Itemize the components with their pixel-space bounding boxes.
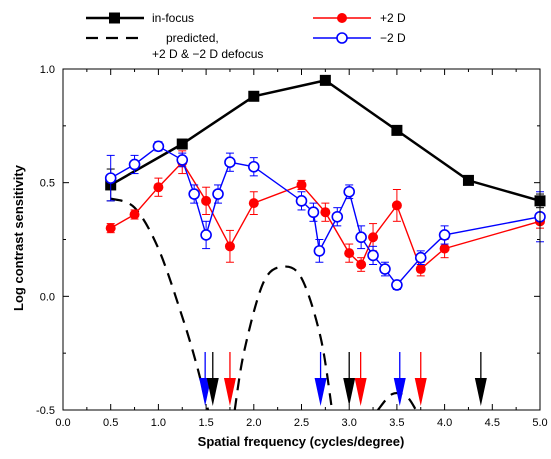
point-minus2-6	[212, 188, 224, 200]
legend: in-focus predicted, +2 D & −2 D defocus …	[86, 11, 406, 61]
y-tick-label-3: 1.0	[40, 64, 55, 76]
point-plus2-7	[296, 179, 307, 190]
point-plus2-5	[224, 241, 235, 252]
point-minus2-5	[200, 229, 212, 241]
point-plus2-11	[368, 232, 379, 243]
legend-plus2-label: +2 D	[380, 11, 406, 25]
series-line-plus2	[110, 161, 541, 271]
x-tick-label-5: 2.5	[294, 417, 309, 429]
arrow-head-3	[314, 378, 327, 406]
point-minus2-1	[128, 158, 141, 171]
x-tick-label-6: 3.0	[342, 417, 357, 429]
point-plus2-9	[344, 248, 355, 259]
point-minus2-3	[176, 154, 189, 166]
axes: 0.0 0.5 1.0 1.5 2.0 2.5 3.0 3.5 4.0 4.5 5.0-0.50.0…	[36, 64, 548, 429]
point-minus2-13	[343, 185, 356, 198]
arrow-head-0	[199, 378, 212, 406]
point-minus2-7	[224, 156, 236, 169]
point-plus2-1	[129, 209, 140, 220]
x-tick-label-9: 4.5	[485, 417, 500, 429]
arrow-head-4	[343, 378, 356, 406]
x-tick-label-8: 4.0	[437, 417, 452, 429]
point-in-focus-2	[248, 90, 260, 102]
x-tick-label-1: 0.5	[103, 417, 118, 429]
point-plus2-10	[356, 259, 367, 270]
series-plus2	[105, 150, 545, 277]
series-in-focus	[105, 74, 546, 209]
point-plus2-14	[439, 243, 450, 254]
plot-frame	[62, 68, 541, 411]
point-minus2-14	[355, 231, 367, 244]
legend-in-focus-marker	[109, 12, 120, 24]
arrow-head-6	[393, 378, 406, 406]
point-in-focus-1	[176, 138, 188, 150]
point-in-focus-5	[462, 174, 474, 186]
y-tick-label-2: 0.5	[40, 178, 55, 190]
point-plus2-13	[415, 264, 426, 275]
arrow-head-8	[474, 378, 487, 406]
x-tick-label-2: 1.0	[151, 417, 166, 429]
y-tick-label-0: -0.5	[36, 405, 55, 417]
x-tick-label-10: 5.0	[532, 417, 547, 429]
point-plus2-0	[105, 223, 116, 234]
point-minus2-0	[104, 172, 117, 184]
point-plus2-8	[320, 207, 331, 218]
x-tick-label-4: 2.0	[246, 417, 261, 429]
point-in-focus-4	[391, 124, 403, 136]
plot-area	[104, 74, 546, 410]
x-tick-label-0: 0.0	[55, 417, 70, 429]
predicted-curve-segment-0	[110, 197, 210, 410]
point-minus2-9	[295, 195, 308, 207]
arrow-head-7	[414, 378, 427, 406]
legend-in-focus-label: in-focus	[152, 11, 194, 25]
arrow-head-2	[223, 378, 236, 406]
point-plus2-6	[248, 198, 259, 209]
series-minus2	[104, 140, 546, 291]
legend-plus2-marker	[337, 13, 347, 23]
legend-predicted-label-1: predicted,	[166, 31, 219, 45]
x-axis-title: Spatial frequency (cycles/degree)	[198, 434, 405, 449]
legend-minus2-marker	[336, 32, 348, 44]
point-minus2-18	[414, 251, 427, 264]
point-minus2-8	[248, 160, 260, 173]
point-plus2-12	[391, 200, 402, 211]
x-tick-label-3: 1.5	[198, 417, 213, 429]
legend-predicted-label-2: +2 D & −2 D defocus	[152, 47, 263, 61]
y-axis-title: Log contrast sensitivity	[11, 164, 26, 311]
point-plus2-4	[201, 195, 212, 206]
legend-minus2-label: −2 D	[380, 31, 406, 45]
x-tick-label-7: 3.5	[389, 417, 404, 429]
y-tick-label-1: 0.0	[40, 291, 55, 303]
point-minus2-15	[367, 249, 379, 262]
point-minus2-11	[313, 245, 326, 257]
point-plus2-2	[153, 182, 164, 193]
point-minus2-2	[152, 140, 165, 153]
point-minus2-16	[379, 263, 391, 275]
arrow-head-5	[354, 378, 367, 406]
series-line-in-focus	[110, 79, 541, 203]
point-minus2-4	[188, 188, 200, 200]
point-minus2-10	[307, 206, 320, 219]
predicted-curve-segment-1	[233, 265, 334, 410]
point-minus2-12	[331, 210, 344, 223]
point-minus2-17	[391, 279, 403, 291]
point-in-focus-3	[319, 74, 331, 86]
point-minus2-19	[438, 229, 451, 241]
arrow-head-1	[206, 378, 219, 406]
